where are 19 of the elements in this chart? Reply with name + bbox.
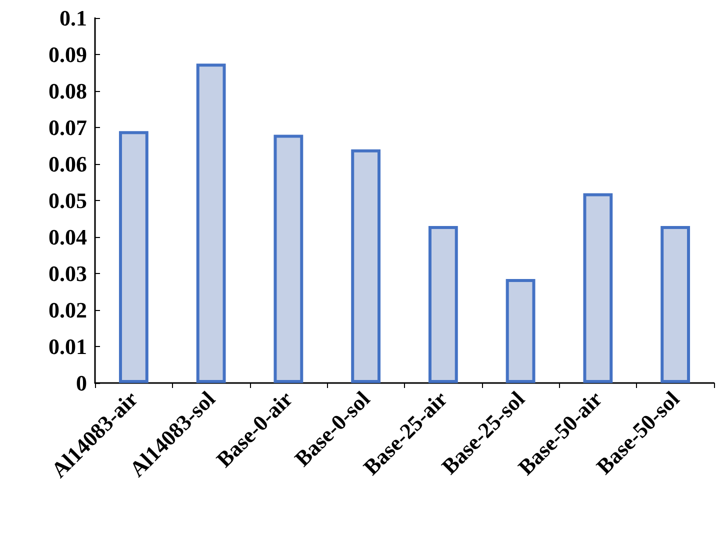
y-tick-label: 0	[76, 370, 87, 396]
bar	[660, 226, 690, 383]
y-tick-label: 0.08	[48, 78, 87, 104]
bar	[351, 149, 381, 383]
bar	[118, 131, 148, 383]
y-tick-label: 0.1	[60, 6, 87, 30]
y-tick-label: 0.03	[48, 261, 87, 286]
y-tick-label: 0.01	[48, 334, 87, 359]
bar	[506, 278, 536, 383]
y-tick-label: 0.05	[48, 188, 87, 213]
bar	[196, 64, 226, 383]
y-tick-label: 0.02	[48, 298, 87, 322]
y-tick-label: 0.06	[48, 152, 87, 176]
bar	[583, 193, 613, 383]
bar	[428, 226, 458, 383]
y-tick-label: 0.04	[48, 224, 87, 250]
y-tick-label: 0.07	[48, 115, 87, 140]
y-tick-label: 0.09	[48, 42, 87, 67]
bar	[274, 134, 304, 383]
